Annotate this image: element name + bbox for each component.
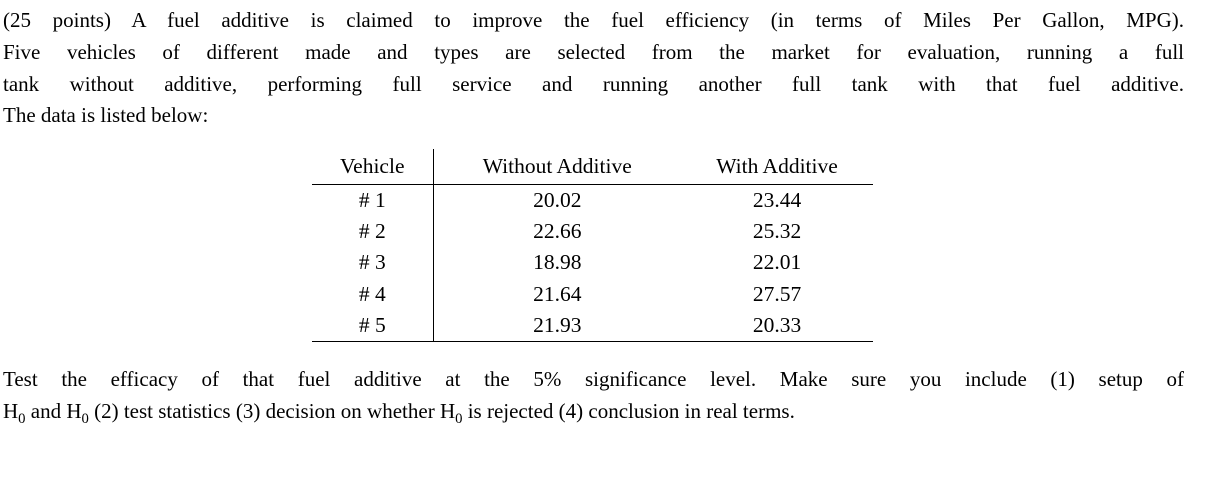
- cell-with-additive: 27.57: [752, 282, 802, 307]
- column-header-without-additive: Without Additive: [433, 149, 681, 185]
- question-text: Test the efficacy of that fuel additive …: [3, 364, 1184, 428]
- cell-vehicle: # 4: [312, 278, 434, 311]
- cell-without-additive: 22.66: [533, 218, 582, 243]
- problem-statement-line: (25 points) A fuel additive is claimed t…: [3, 8, 1184, 32]
- cell-without-additive: 21.93: [433, 310, 681, 343]
- table-row: # 5 21.93 20.33: [312, 310, 873, 343]
- question-line-segment: (2) test statistics (3) decision on whet…: [88, 398, 456, 423]
- problem-statement-line: tank without additive, performing full s…: [3, 71, 1184, 96]
- cell-with-additive: 22.01: [752, 250, 802, 275]
- cell-vehicle: # 1: [312, 184, 434, 216]
- table-row: # 2 22.66 25.32: [312, 215, 873, 248]
- cell-without-additive: 20.02: [533, 187, 582, 212]
- h0-subscript: 0: [81, 410, 89, 427]
- cell-without-additive: 18.98: [533, 250, 582, 275]
- question-line-segment: and H: [25, 398, 82, 423]
- mpg-data-table: Vehicle Without Additive With Additive #…: [312, 149, 873, 343]
- problem-statement-line: Five vehicles of different made and type…: [3, 39, 1184, 64]
- cell-with-additive: 20.33: [681, 310, 873, 343]
- column-header-vehicle: Vehicle: [312, 149, 434, 185]
- table-row: # 4 21.64 27.57: [312, 278, 873, 311]
- question-line: H0 and H0 (2) test statistics (3) decisi…: [3, 396, 1184, 428]
- table-row: # 1 20.02 23.44: [312, 184, 873, 216]
- table-row: # 3 18.98 22.01: [312, 247, 873, 279]
- cell-with-additive: 25.32: [752, 218, 802, 243]
- question-line-segment: is rejected (4) conclusion in real terms…: [462, 398, 795, 423]
- question-line: Test the efficacy of that fuel additive …: [3, 367, 1184, 391]
- h0-subscript: 0: [18, 410, 26, 427]
- question-line-segment: H: [3, 398, 19, 423]
- cell-without-additive: 21.64: [533, 282, 582, 307]
- cell-vehicle: # 3: [312, 247, 434, 279]
- table-header-row: Vehicle Without Additive With Additive: [312, 149, 873, 185]
- h0-subscript: 0: [455, 410, 463, 427]
- cell-vehicle: # 2: [312, 215, 434, 248]
- problem-statement-line: The data is listed below:: [3, 103, 209, 128]
- cell-vehicle: # 5: [312, 310, 434, 343]
- problem-statement: (25 points) A fuel additive is claimed t…: [3, 5, 1184, 132]
- column-header-with-additive: With Additive: [681, 149, 873, 185]
- cell-with-additive: 23.44: [752, 187, 802, 212]
